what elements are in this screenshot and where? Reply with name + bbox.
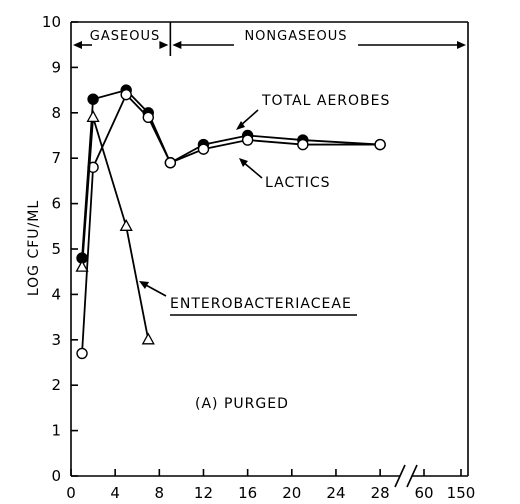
data-point — [75, 259, 89, 272]
data-point — [374, 138, 386, 151]
data-point — [142, 111, 154, 124]
data-point — [297, 138, 309, 151]
x-tick-label: 20 — [282, 484, 301, 502]
phase-bar: GASEOUS NONGASEOUS — [73, 22, 466, 56]
annotation-total-aerobes: TOTAL AEROBES — [261, 93, 390, 109]
series-total-aerobes — [76, 84, 386, 264]
y-tick-label: 6 — [51, 195, 61, 213]
data-point — [86, 109, 100, 122]
phase-arrowhead — [159, 41, 169, 49]
phase-label-nongaseous: NONGASEOUS — [244, 29, 347, 44]
data-point — [197, 143, 210, 155]
annotation-arrowhead — [236, 121, 245, 130]
annotation-leader — [242, 161, 263, 179]
x-tick-label: 150 — [447, 484, 476, 502]
annotation-leader — [239, 109, 259, 127]
y-tick-label: 10 — [42, 13, 61, 31]
annotation-lactics: LACTICS — [265, 175, 331, 191]
x-tick-label: 24 — [326, 484, 345, 502]
series-line — [81, 117, 150, 340]
annotation-purged: (A) PURGED — [195, 396, 289, 412]
x-axis: 0 4 8 12 16 20 24 28 60 150 — [66, 469, 475, 502]
y-tick-label: 9 — [51, 58, 61, 76]
axis-break-mark — [394, 464, 406, 488]
annotation-arrowhead — [239, 158, 248, 167]
y-tick-label: 2 — [51, 376, 61, 394]
x-tick-label: 4 — [110, 484, 120, 502]
phase-arrowhead — [73, 41, 82, 49]
series-lactics — [76, 88, 386, 360]
x-tick-label: 8 — [155, 484, 165, 502]
y-tick-label: 4 — [51, 285, 61, 303]
annotation-leader — [143, 283, 167, 297]
y-tick-label: 1 — [51, 422, 61, 440]
y-tick-label: 3 — [51, 331, 61, 349]
axis-break-mark — [406, 464, 418, 488]
x-tick-label: 60 — [414, 484, 433, 502]
series-enterobacteriaceae — [75, 109, 155, 345]
phase-label-gaseous: GASEOUS — [90, 29, 160, 44]
y-tick-label: 7 — [51, 149, 61, 167]
annotations: TOTAL AEROBES LACTICS ENTEROBACTERIACEAE… — [139, 93, 390, 412]
phase-arrowhead — [172, 41, 182, 49]
data-point — [87, 93, 99, 105]
y-tick-label: 8 — [51, 104, 61, 122]
x-tick-label: 0 — [66, 484, 76, 502]
phase-arrowhead — [457, 41, 466, 49]
data-point — [164, 157, 177, 169]
y-axis: 0 1 2 3 4 5 6 7 8 9 10 — [42, 13, 78, 485]
data-point — [119, 218, 133, 231]
series-group — [75, 84, 386, 360]
data-point — [120, 88, 132, 101]
annotation-enterobacteriaceae: ENTEROBACTERIACEAE — [170, 296, 352, 312]
data-point — [241, 134, 254, 146]
y-tick-label: 0 — [51, 467, 61, 485]
x-tick-label: 12 — [194, 484, 213, 502]
annotation-arrowhead — [139, 281, 149, 289]
x-tick-label: 28 — [371, 484, 390, 502]
x-tick-label: 16 — [238, 484, 257, 502]
data-point — [76, 347, 88, 360]
data-point — [141, 332, 155, 345]
y-axis-label: LOG CFU/ML — [26, 200, 42, 296]
data-point — [87, 161, 99, 173]
y-tick-label: 5 — [51, 240, 61, 258]
